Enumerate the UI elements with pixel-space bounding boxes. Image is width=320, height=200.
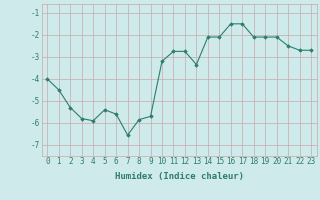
X-axis label: Humidex (Indice chaleur): Humidex (Indice chaleur) <box>115 172 244 181</box>
